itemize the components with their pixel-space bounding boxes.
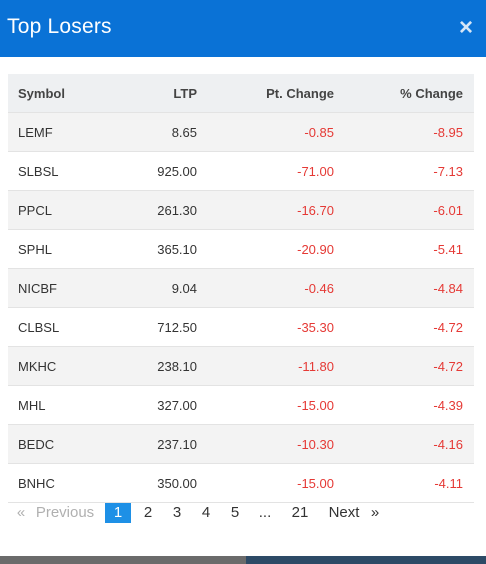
top-losers-table: Symbol LTP Pt. Change % Change LEMF 8.65 -… [8,74,474,503]
page-link-3[interactable]: 3 [172,504,182,521]
column-header-pct-change[interactable]: % Change [400,85,463,101]
pct-change-cell: -8.95 [433,124,463,140]
ltp-cell: 8.65 [171,124,197,140]
ltp-cell: 327.00 [157,397,197,413]
pct-change-cell: -4.72 [433,358,463,374]
pct-change-cell: -4.39 [433,397,463,413]
pt-change-cell: -10.30 [297,436,334,452]
table-header-row: Symbol LTP Pt. Change % Change [8,74,474,113]
previous-page-link[interactable]: Previous [35,504,95,521]
ltp-cell: 712.50 [157,319,197,335]
ltp-cell: 365.10 [157,241,197,257]
pct-change-cell: -4.84 [433,280,463,296]
ltp-cell: 237.10 [157,436,197,452]
table-row[interactable]: BEDC 237.10 -10.30 -4.16 [8,425,474,464]
symbol-cell: CLBSL [18,319,60,335]
column-header-ltp[interactable]: LTP [173,85,197,101]
background-strip-right [246,556,486,564]
symbol-cell: NICBF [18,280,57,296]
pagination-ellipsis: ... [258,504,272,521]
column-header-pt-change[interactable]: Pt. Change [266,85,334,101]
table-row[interactable]: SPHL 365.10 -20.90 -5.41 [8,230,474,269]
symbol-cell: SLBSL [18,163,59,179]
table-row[interactable]: CLBSL 712.50 -35.30 -4.72 [8,308,474,347]
ltp-cell: 925.00 [157,163,197,179]
page-link-21[interactable]: 21 [291,504,309,521]
last-page-arrow[interactable]: » [370,504,380,521]
column-header-symbol[interactable]: Symbol [18,85,65,101]
pt-change-cell: -15.00 [297,397,334,413]
symbol-cell: MHL [18,397,46,413]
symbol-cell: BNHC [18,475,55,491]
modal-title: Top Losers [7,15,112,38]
page-link-4[interactable]: 4 [201,504,211,521]
background-strip-left [0,556,246,564]
pagination: « Previous 1 2 3 4 5 ... 21 Next » [0,502,486,526]
pct-change-cell: -4.11 [434,475,463,491]
page-link-2[interactable]: 2 [143,504,153,521]
pt-change-cell: -71.00 [297,163,334,179]
pt-change-cell: -11.80 [298,358,334,374]
pt-change-cell: -0.85 [304,124,334,140]
pt-change-cell: -0.46 [304,280,334,296]
pt-change-cell: -35.30 [297,319,334,335]
pt-change-cell: -20.90 [297,241,334,257]
pct-change-cell: -5.41 [433,241,463,257]
pt-change-cell: -16.70 [297,202,334,218]
table-row[interactable]: MHL 327.00 -15.00 -4.39 [8,386,474,425]
symbol-cell: BEDC [18,436,55,452]
pct-change-cell: -7.13 [433,163,463,179]
table-row[interactable]: SLBSL 925.00 -71.00 -7.13 [8,152,474,191]
symbol-cell: PPCL [18,202,52,218]
table-row[interactable]: PPCL 261.30 -16.70 -6.01 [8,191,474,230]
symbol-cell: LEMF [18,124,53,140]
pct-change-cell: -6.01 [433,202,463,218]
next-page-link[interactable]: Next [328,504,360,521]
ltp-cell: 9.04 [171,280,197,296]
ltp-cell: 261.30 [157,202,197,218]
table-row[interactable]: LEMF 8.65 -0.85 -8.95 [8,113,474,152]
pct-change-cell: -4.72 [433,319,463,335]
table-body: LEMF 8.65 -0.85 -8.95 SLBSL 925.00 -71.00 -7.13… [8,113,474,503]
page-link-5[interactable]: 5 [230,504,240,521]
pct-change-cell: -4.16 [433,436,463,452]
page-link-1[interactable]: 1 [105,503,131,523]
ltp-cell: 350.00 [157,475,197,491]
symbol-cell: MKHC [18,358,57,374]
ltp-cell: 238.10 [157,358,197,374]
table-row[interactable]: MKHC 238.10 -11.80 -4.72 [8,347,474,386]
symbol-cell: SPHL [18,241,52,257]
table-row[interactable]: NICBF 9.04 -0.46 -4.84 [8,269,474,308]
close-icon[interactable]: × [458,14,473,41]
first-page-arrow[interactable]: « [16,504,26,521]
modal-header: Top Losers × [0,0,486,57]
table-row[interactable]: BNHC 350.00 -15.00 -4.11 [8,464,474,503]
pt-change-cell: -15.00 [297,475,334,491]
